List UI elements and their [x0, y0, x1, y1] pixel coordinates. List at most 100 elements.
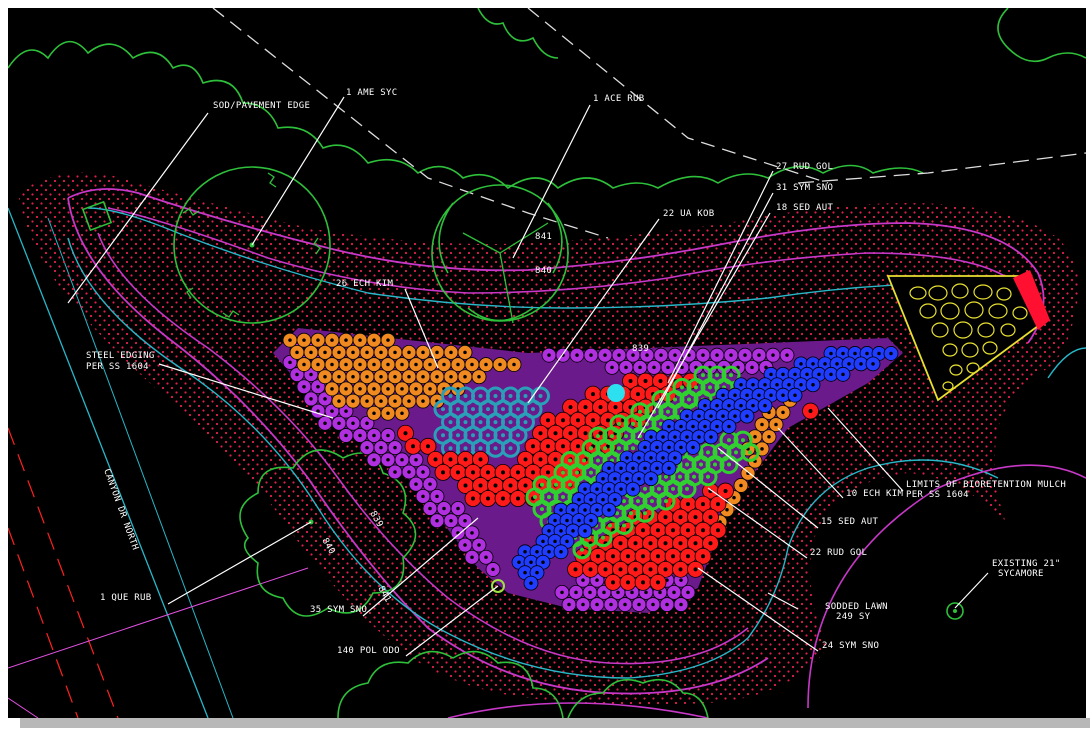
label-existing-21: EXISTING 21" — [992, 559, 1061, 569]
plant-sym-sno — [443, 513, 459, 529]
plant-rud-gol — [664, 521, 682, 539]
plant-rud-gol — [634, 574, 652, 591]
plant-ech-kim — [436, 357, 452, 372]
plant-ech-kim — [317, 344, 333, 360]
plant-ech-kim — [394, 381, 410, 397]
plant-rud-gol — [539, 437, 557, 455]
plant-sym-sno — [450, 525, 466, 541]
plant-rud-gol — [694, 495, 712, 513]
plant-rud-gol — [472, 477, 489, 494]
plant-rud-gol — [664, 547, 682, 565]
label-steel-edging: STEEL EDGING — [86, 351, 155, 361]
plant-rud-gol — [802, 402, 819, 420]
plant-sym-sno — [632, 359, 648, 375]
plant-rud-gol — [702, 508, 719, 526]
plant-ech-kim — [345, 393, 361, 409]
plant-ech-kim — [366, 381, 382, 397]
plant-groups — [282, 332, 899, 612]
plant-ech-kim — [415, 369, 431, 385]
plant-sym-sno — [603, 597, 619, 612]
plant-rud-gol — [524, 463, 542, 481]
plant-sym-sno — [464, 549, 480, 565]
plant-sym-sno — [450, 501, 466, 516]
steel-edging-lower — [67, 197, 769, 695]
plant-rud-gol — [604, 574, 622, 591]
plant-pol-odo — [523, 575, 539, 591]
plant-sym-sno — [673, 597, 689, 612]
plant-ech-kim — [754, 417, 770, 432]
plant-sym-sno — [653, 347, 669, 363]
plant-ech-kim — [408, 381, 424, 397]
plant-ech-kim — [282, 332, 298, 348]
plant-ech-kim — [775, 404, 791, 420]
plant-ech-kim — [733, 478, 749, 493]
plant-ech-kim — [380, 405, 396, 421]
plant-ech-kim — [296, 332, 312, 348]
plant-ech-kim — [380, 332, 396, 348]
plant-sed-aut — [698, 467, 718, 487]
plant-pol-odo — [625, 481, 641, 497]
plant-ech-kim — [366, 405, 382, 421]
dashed-line-3 — [797, 152, 1086, 184]
plant-rud-gol — [649, 574, 667, 591]
plant-sym-sno — [695, 347, 711, 363]
plant-ech-kim — [761, 429, 777, 445]
plant-sym-sno — [373, 440, 389, 456]
plant-sym-sno — [583, 347, 599, 363]
riprap-stones — [909, 283, 1028, 391]
plant-sed-aut — [740, 442, 760, 462]
plant-sym-sno — [401, 464, 417, 480]
plant-sym-sno — [666, 584, 682, 600]
plant-ech-kim — [317, 369, 333, 385]
plant-ech-kim — [401, 393, 417, 409]
plant-rud-gol — [472, 450, 489, 468]
plant-ech-kim — [768, 417, 784, 432]
plant-sed-aut — [635, 503, 655, 523]
plant-pol-odo — [739, 408, 755, 424]
inlet-marker — [491, 579, 505, 593]
plant-ech-kim — [373, 344, 389, 360]
plant-rud-gol — [562, 398, 579, 416]
plant-sym-sno — [317, 415, 333, 431]
plant-rud-gol — [687, 508, 704, 526]
plant-ech-kim — [303, 344, 319, 360]
plant-ech-kim — [387, 393, 403, 409]
plant-sym-sno — [617, 597, 633, 612]
plant-ech-kim — [443, 369, 459, 385]
plant-sym-sno — [296, 379, 312, 395]
drive-edge-2 — [8, 697, 39, 718]
plant-sym-sno — [611, 347, 627, 363]
plant-rud-gol — [657, 534, 674, 552]
plant-pol-odo — [685, 439, 701, 455]
plant-pol-odo — [757, 398, 773, 414]
label-sycamore: SYCAMORE — [998, 569, 1044, 579]
plant-ech-kim — [506, 357, 522, 372]
plant-ech-kim — [415, 393, 431, 409]
label-35-sym-sno: 35 SYM SNO — [310, 605, 367, 615]
plant-ech-kim — [331, 369, 347, 385]
plant-ech-kim — [478, 357, 494, 372]
plant-ech-kim — [401, 344, 417, 360]
plant-rud-gol — [709, 495, 727, 513]
plant-ech-kim — [380, 381, 396, 397]
plant-rud-gol — [619, 574, 637, 591]
plant-sym-sno — [310, 403, 326, 419]
plant-sym-sno — [457, 513, 473, 529]
plant-sed-aut — [593, 528, 613, 548]
plant-rud-gol — [502, 477, 519, 494]
plant-sym-sno — [303, 391, 319, 407]
plant-pol-odo — [835, 366, 851, 382]
edging-inner-lower — [97, 232, 749, 665]
overflow-structure — [607, 384, 625, 402]
cad-drawing-frame: SOD/PAVEMENT EDGE 1 AME SYC 1 ACE RUB 27… — [8, 8, 1086, 718]
plant-sym-sno — [429, 513, 445, 529]
plant-rud-gol — [457, 477, 474, 494]
plant-pol-odo — [553, 544, 569, 560]
plant-sed-aut — [677, 479, 697, 499]
plant-ech-kim — [422, 381, 438, 397]
plant-ech-kim — [387, 344, 403, 360]
frame-shadow — [20, 718, 1090, 728]
plant-rud-gol — [642, 534, 659, 552]
plant-sym-sno — [338, 428, 354, 443]
label-140-pol-odo: 140 POL ODO — [337, 646, 400, 656]
